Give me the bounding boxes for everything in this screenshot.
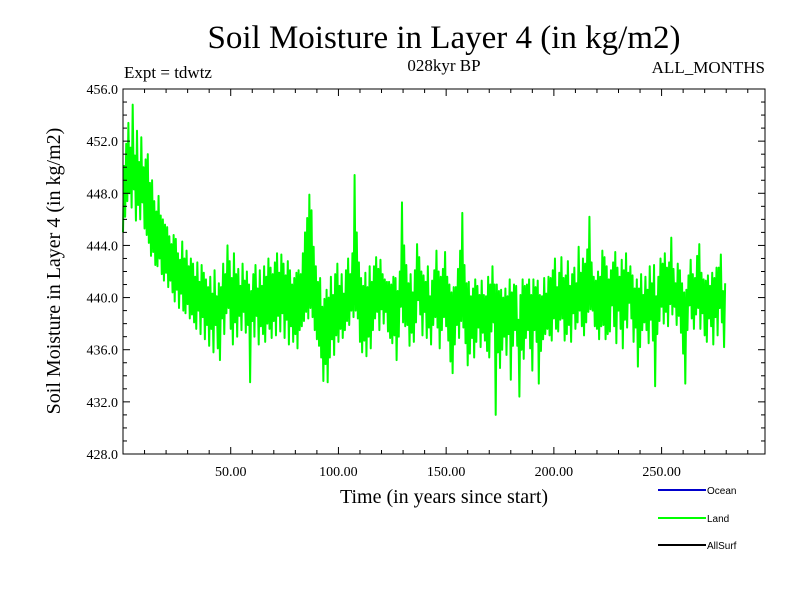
x-tick-label: 250.00	[642, 465, 681, 480]
chart-title: Soil Moisture in Layer 4 (in kg/m2)	[208, 20, 681, 56]
x-tick-label: 200.00	[535, 465, 574, 480]
chart-subtitle-period: 028kyr BP	[407, 56, 480, 75]
axis-ticks	[123, 88, 765, 455]
y-tick-label: 452.0	[87, 135, 119, 150]
legend: Ocean Land AllSurf	[658, 486, 737, 552]
series-line-land	[122, 103, 727, 416]
y-tick-label: 456.0	[87, 83, 119, 98]
x-axis-label: Time (in years since start)	[340, 486, 548, 508]
y-tick-label: 444.0	[87, 239, 119, 254]
y-tick-label: 436.0	[87, 344, 119, 359]
chart-subtitle-experiment: Expt = tdwtz	[124, 63, 212, 82]
x-tick-label: 50.00	[215, 465, 247, 480]
x-tick-label: 150.00	[427, 465, 466, 480]
y-tick-label: 440.0	[87, 292, 119, 307]
legend-label-ocean: Ocean	[707, 486, 736, 497]
legend-label-land: Land	[707, 514, 729, 525]
plot-series	[122, 103, 727, 416]
y-axis-label: Soil Moisture in Layer 4 (in kg/m2)	[43, 128, 65, 415]
x-tick-label: 100.00	[319, 465, 358, 480]
y-tick-label: 428.0	[87, 448, 119, 463]
chart-subtitle-months: ALL_MONTHS	[652, 58, 765, 77]
legend-label-allsurf: AllSurf	[707, 541, 737, 552]
tick-labels: 50.00 100.00 150.00 200.00 250.00 428.0 432.0 4…	[87, 83, 681, 480]
y-tick-label: 432.0	[87, 396, 119, 411]
y-tick-label: 448.0	[87, 187, 119, 202]
